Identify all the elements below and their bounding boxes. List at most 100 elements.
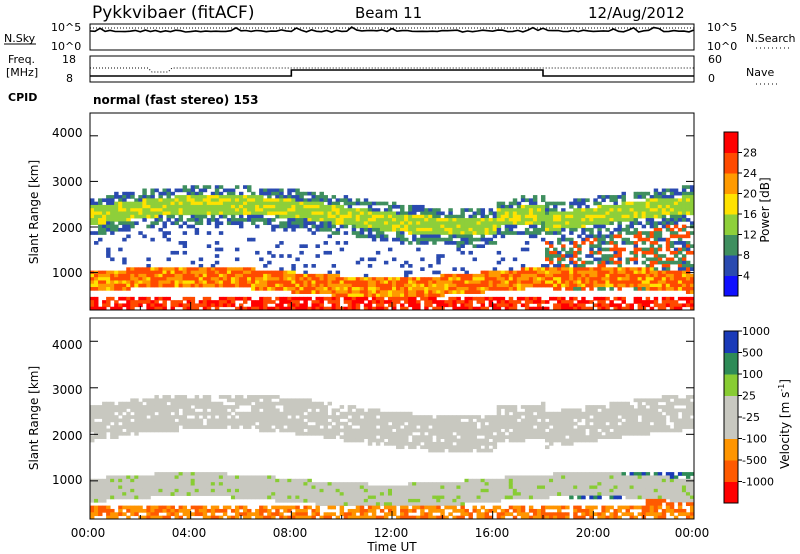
velocity-cell — [238, 411, 244, 416]
power-cell — [323, 306, 328, 311]
power-cell — [528, 283, 534, 288]
velocity-cell — [247, 475, 252, 480]
power-cell — [226, 267, 232, 271]
power-cell — [657, 227, 663, 232]
power-cell — [198, 218, 204, 222]
power-cell — [460, 283, 465, 288]
velocity-cell — [311, 431, 316, 436]
power-cell — [569, 300, 574, 304]
velocity-cell — [267, 418, 272, 423]
power-cell — [174, 300, 179, 304]
velocity-cell — [146, 488, 151, 493]
power-cell — [359, 214, 365, 219]
power-cell — [90, 300, 95, 304]
power-cell — [130, 201, 135, 206]
power-cell — [577, 270, 582, 275]
velocity-cell — [424, 418, 429, 423]
power-cell — [359, 290, 365, 294]
velocity-cell — [291, 495, 296, 500]
velocity-cell — [275, 485, 280, 490]
velocity-cell — [251, 421, 256, 426]
power-cell — [327, 283, 332, 288]
power-cell — [154, 270, 159, 275]
velocity-cell — [420, 488, 425, 493]
power-cell — [238, 211, 244, 216]
power-cell — [343, 208, 349, 212]
power-cell — [234, 221, 240, 226]
power-colorbar-cell — [724, 132, 738, 153]
power-cell — [214, 191, 220, 196]
power-cell — [154, 303, 159, 308]
velocity-cell — [444, 498, 449, 503]
velocity-cell — [355, 428, 361, 433]
power-cell — [347, 214, 353, 219]
velocity-cell — [114, 512, 119, 517]
velocity-cell — [166, 472, 171, 476]
velocity-cell — [307, 485, 312, 490]
power-cell — [311, 201, 316, 206]
power-cell — [170, 250, 175, 255]
velocity-cell — [319, 492, 324, 496]
velocity-cell — [408, 441, 413, 446]
power-cell — [122, 191, 127, 196]
velocity-cell — [138, 492, 143, 496]
velocity-cell — [432, 492, 437, 496]
power-cell — [230, 201, 236, 206]
power-cell — [561, 211, 566, 216]
velocity-cell — [323, 482, 328, 486]
power-cell — [460, 244, 465, 249]
power-cell — [496, 218, 502, 222]
velocity-cell — [134, 482, 139, 486]
power-cell — [545, 300, 550, 304]
power-cell — [468, 231, 473, 235]
velocity-cell — [387, 498, 393, 503]
velocity-cell — [158, 415, 163, 419]
power-cell — [420, 204, 425, 209]
power-cell — [186, 273, 192, 278]
velocity-cell — [412, 485, 417, 490]
power-cell — [488, 208, 494, 212]
power-cell — [291, 303, 296, 308]
velocity-cell — [424, 495, 429, 500]
power-cell — [557, 306, 562, 311]
power-cell — [468, 208, 473, 212]
power-cell — [629, 270, 634, 275]
power-cell — [609, 218, 614, 222]
power-cell — [94, 208, 99, 212]
velocity-cell — [106, 421, 111, 426]
power-cell — [633, 234, 639, 239]
power-cell — [653, 287, 659, 291]
power-cell — [536, 270, 542, 275]
power-cell — [371, 300, 377, 304]
power-cell — [279, 211, 284, 216]
power-cell — [669, 214, 675, 219]
velocity-cell — [408, 445, 413, 450]
velocity-cell — [408, 428, 413, 433]
velocity-cell — [162, 492, 167, 496]
power-cell — [432, 296, 437, 301]
power-cell — [605, 296, 610, 301]
velocity-cell — [238, 415, 244, 419]
power-cell — [460, 237, 465, 242]
power-cell — [206, 185, 212, 189]
velocity-cell — [452, 428, 457, 433]
power-cell — [416, 247, 421, 252]
power-cell — [408, 264, 413, 268]
power-cell — [432, 306, 437, 311]
power-cell — [170, 300, 175, 304]
velocity-cell — [436, 505, 441, 510]
power-cell — [226, 277, 232, 281]
velocity-cell — [375, 428, 381, 433]
power-cell — [597, 237, 602, 242]
velocity-cell — [98, 505, 103, 510]
power-cell — [553, 201, 558, 206]
power-cell — [182, 231, 188, 235]
power-cell — [355, 280, 361, 285]
power-cell — [536, 296, 542, 301]
velocity-cell — [110, 418, 115, 423]
power-cell — [625, 214, 630, 219]
power-cell — [90, 283, 95, 288]
power-cell — [343, 296, 349, 301]
power-cell — [432, 218, 437, 222]
power-cell — [311, 211, 316, 216]
